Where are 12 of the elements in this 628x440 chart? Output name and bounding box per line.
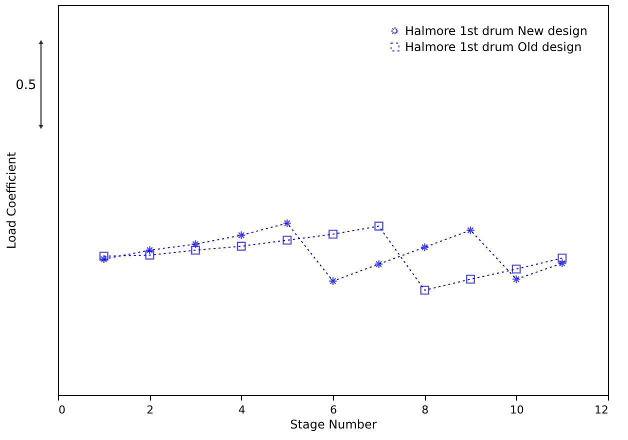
x-tick-label: 6 (330, 404, 337, 416)
x-tick-label: 8 (422, 404, 429, 416)
x-axis-title: Stage Number (290, 418, 377, 432)
x-tick-label: 0 (58, 404, 66, 416)
legend-label: Halmore 1st drum New design (405, 24, 588, 38)
x-tick-label: 4 (238, 404, 246, 416)
text: 0.5 (16, 78, 36, 93)
x-tick-label: 10 (510, 404, 524, 416)
y-axis-title: Load Coefficient (4, 152, 18, 249)
x-tick-label: 12 (594, 404, 608, 416)
legend-label: Halmore 1st drum Old design (405, 40, 582, 54)
x-tick-label: 2 (146, 404, 154, 416)
